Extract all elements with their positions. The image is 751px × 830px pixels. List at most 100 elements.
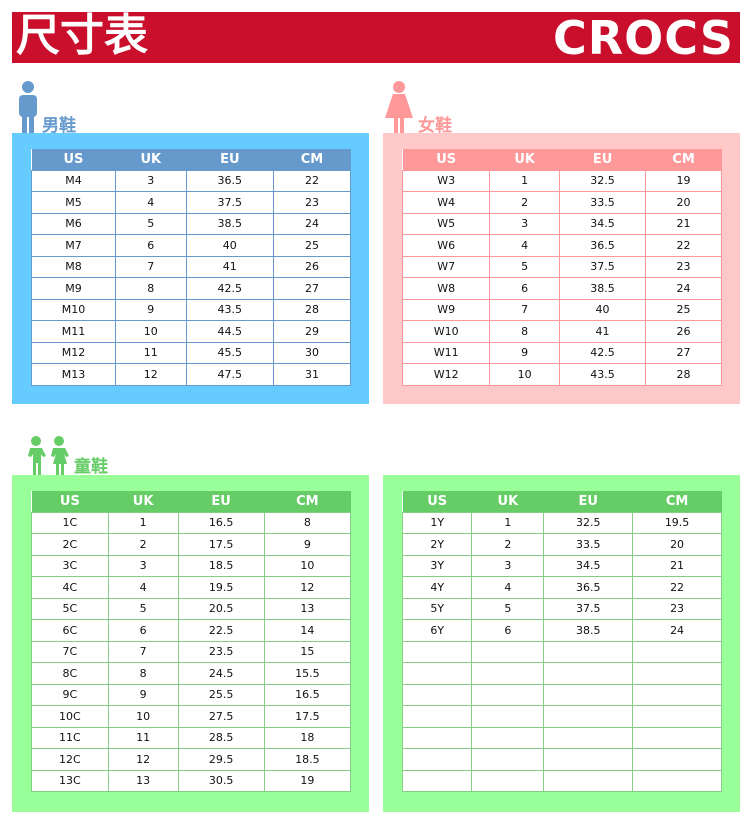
table-row: M8 7 41 26 bbox=[31, 255, 352, 278]
table-cell: 40 bbox=[185, 234, 274, 257]
table-cell bbox=[471, 640, 545, 663]
women-size-panel: US UK EU CM W3 1 32.5 19 W4 2 33.5 20 W5 3 34.5 21 W6 4 36… bbox=[383, 133, 740, 404]
table-cell: 2Y bbox=[401, 533, 473, 556]
table-cell bbox=[471, 662, 545, 685]
table-cell: 5 bbox=[471, 597, 545, 620]
table-cell: 20.5 bbox=[177, 597, 265, 620]
table-cell: 29 bbox=[272, 320, 352, 343]
table-row bbox=[401, 683, 722, 706]
table-cell: 13C bbox=[31, 769, 109, 792]
table-cell: 2 bbox=[489, 191, 561, 214]
table-cell: 9 bbox=[489, 341, 561, 364]
table-cell: 7 bbox=[114, 255, 187, 278]
children-icon bbox=[28, 436, 69, 475]
table-row: 6C 6 22.5 14 bbox=[31, 619, 352, 642]
table-cell: 22 bbox=[645, 234, 722, 257]
table-cell: M5 bbox=[31, 191, 116, 214]
column-header: EU bbox=[559, 149, 646, 170]
table-row: W7 5 37.5 23 bbox=[401, 255, 722, 278]
table-cell: 11C bbox=[31, 726, 109, 749]
brand-logo: CROCS bbox=[552, 11, 734, 65]
table-cell: 5C bbox=[31, 597, 109, 620]
table-cell: W6 bbox=[401, 234, 491, 257]
women-size-table: US UK EU CM W3 1 32.5 19 W4 2 33.5 20 W5 3 34.5 21 W6 4 36… bbox=[401, 149, 722, 386]
table-row: W8 6 38.5 24 bbox=[401, 277, 722, 300]
table-cell: W9 bbox=[401, 298, 491, 321]
column-header: US bbox=[402, 149, 490, 170]
table-cell: 31 bbox=[272, 363, 352, 386]
table-cell: 36.5 bbox=[543, 576, 634, 599]
table-cell: 3 bbox=[471, 554, 545, 577]
table-cell: 26 bbox=[272, 255, 352, 278]
table-cell: 25 bbox=[645, 298, 722, 321]
table-cell: 12 bbox=[263, 576, 352, 599]
table-cell: 13 bbox=[263, 597, 352, 620]
woman-icon bbox=[385, 81, 413, 134]
table-cell: 8 bbox=[114, 277, 187, 300]
table-cell bbox=[471, 748, 545, 771]
table-cell: 4Y bbox=[401, 576, 473, 599]
table-cell: 37.5 bbox=[559, 255, 647, 278]
table-row: 7C 7 23.5 15 bbox=[31, 640, 352, 663]
table-cell: 1Y bbox=[401, 511, 473, 534]
table-row: W3 1 32.5 19 bbox=[401, 169, 722, 192]
youth-size-panel: US UK EU CM 1Y 1 32.5 19.5 2Y 2 33.5 20 3Y 3 34.5 21 4Y 4… bbox=[383, 475, 740, 812]
table-cell bbox=[471, 683, 545, 706]
table-header-row: US UK EU CM bbox=[31, 491, 351, 512]
table-cell: M7 bbox=[31, 234, 116, 257]
table-cell: 2 bbox=[107, 533, 179, 556]
table-row: 9C 9 25.5 16.5 bbox=[31, 683, 352, 706]
page-title: 尺寸表 bbox=[16, 10, 148, 61]
table-cell: 1 bbox=[471, 511, 545, 534]
table-row: 5Y 5 37.5 23 bbox=[401, 597, 722, 620]
table-cell: 19.5 bbox=[177, 576, 265, 599]
table-cell: 44.5 bbox=[185, 320, 274, 343]
table-cell bbox=[471, 705, 545, 728]
table-cell: 28.5 bbox=[177, 726, 265, 749]
table-row: 12C 12 29.5 18.5 bbox=[31, 748, 352, 771]
table-cell: 10C bbox=[31, 705, 109, 728]
table-cell: 8 bbox=[489, 320, 561, 343]
table-cell: 17.5 bbox=[177, 533, 265, 556]
table-cell: 21 bbox=[632, 554, 722, 577]
table-cell: 8C bbox=[31, 662, 109, 685]
table-cell: 34.5 bbox=[559, 212, 647, 235]
table-cell: 33.5 bbox=[543, 533, 634, 556]
table-cell: 25.5 bbox=[177, 683, 265, 706]
table-cell: 15 bbox=[263, 640, 352, 663]
table-cell: 41 bbox=[559, 320, 647, 343]
table-row: 4Y 4 36.5 22 bbox=[401, 576, 722, 599]
table-cell: 12C bbox=[31, 748, 109, 771]
table-header-row: US UK EU CM bbox=[402, 149, 722, 170]
table-cell: 4 bbox=[471, 576, 545, 599]
table-cell: W11 bbox=[401, 341, 491, 364]
table-cell bbox=[401, 748, 473, 771]
table-row bbox=[401, 748, 722, 771]
table-row: 11C 11 28.5 18 bbox=[31, 726, 352, 749]
table-cell: M6 bbox=[31, 212, 116, 235]
table-row: W9 7 40 25 bbox=[401, 298, 722, 321]
column-header: CM bbox=[645, 149, 722, 170]
table-cell: 38.5 bbox=[185, 212, 274, 235]
table-row bbox=[401, 662, 722, 685]
table-cell: 9 bbox=[107, 683, 179, 706]
table-cell: M12 bbox=[31, 341, 116, 364]
table-cell: 9 bbox=[263, 533, 352, 556]
table-cell: 12 bbox=[114, 363, 187, 386]
table-cell bbox=[632, 662, 722, 685]
table-cell bbox=[401, 662, 473, 685]
table-cell: M11 bbox=[31, 320, 116, 343]
column-header: EU bbox=[178, 491, 265, 512]
table-cell: 24 bbox=[645, 277, 722, 300]
table-row: 4C 4 19.5 12 bbox=[31, 576, 352, 599]
table-cell bbox=[543, 683, 634, 706]
table-cell: W5 bbox=[401, 212, 491, 235]
table-row: 6Y 6 38.5 24 bbox=[401, 619, 722, 642]
table-row: M4 3 36.5 22 bbox=[31, 169, 352, 192]
table-cell: 10 bbox=[107, 705, 179, 728]
table-cell: 25 bbox=[272, 234, 352, 257]
table-cell: 8 bbox=[263, 511, 352, 534]
table-cell: 27 bbox=[272, 277, 352, 300]
table-cell: 6 bbox=[489, 277, 561, 300]
table-cell: 33.5 bbox=[559, 191, 647, 214]
